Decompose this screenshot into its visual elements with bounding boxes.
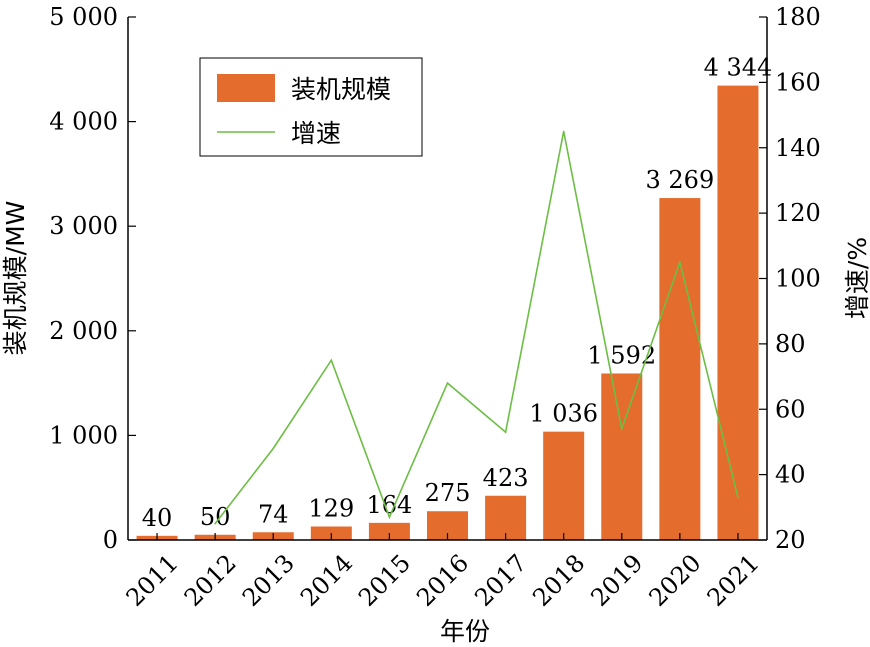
growth-line <box>214 131 739 525</box>
growth-line-layer <box>214 130 739 525</box>
growth-point-2013 <box>272 447 275 450</box>
y-left-tick-label: 1 000 <box>49 421 118 449</box>
y-right-tick-label: 140 <box>775 134 821 162</box>
y-right-tick-label: 100 <box>775 265 821 293</box>
y-left-tick-label: 3 000 <box>49 212 118 240</box>
legend-bar-swatch <box>217 74 275 102</box>
growth-point-2016 <box>446 382 449 384</box>
bar-value-label-2020: 3 269 <box>646 166 715 194</box>
y-right-tick-label: 120 <box>775 199 821 227</box>
x-tick-label-2015: 2015 <box>353 549 416 612</box>
bar-value-label-2013: 74 <box>258 500 289 528</box>
y-right-tick-label: 20 <box>775 526 806 554</box>
bar-2018 <box>543 431 585 540</box>
bar-value-label-2019: 1 592 <box>587 341 656 369</box>
bar-2020 <box>659 198 701 540</box>
x-tick-label-2016: 2016 <box>411 549 474 612</box>
y-right-tick-label: 80 <box>775 330 806 358</box>
x-tick-label-2019: 2019 <box>585 549 648 612</box>
legend-bar-label: 装机规模 <box>291 75 391 104</box>
x-tick-label-2017: 2017 <box>469 549 532 612</box>
growth-point-2021 <box>737 496 739 499</box>
y-axis-right-title: 增速/% <box>843 237 870 319</box>
y-left-tick-label: 0 <box>103 526 118 554</box>
x-tick-label-2013: 2013 <box>237 549 300 612</box>
y-right-tick-label: 160 <box>775 68 821 96</box>
x-axis-title: 年份 <box>440 617 490 646</box>
bar-value-label-2018: 1 036 <box>529 400 598 428</box>
bar-2015 <box>368 522 410 540</box>
bar-value-label-2014: 129 <box>308 495 354 523</box>
growth-point-2019 <box>620 428 623 430</box>
y-right-tick-label: 40 <box>775 461 806 489</box>
growth-point-2014 <box>330 359 333 362</box>
bar-2019 <box>601 373 643 540</box>
x-tick-label-2011: 2011 <box>121 549 184 612</box>
growth-point-2017 <box>504 431 507 433</box>
growth-point-2020 <box>679 261 681 263</box>
y-right-tick-label: 180 <box>775 3 821 31</box>
x-tick-label-2018: 2018 <box>527 549 590 612</box>
growth-point-2012 <box>214 522 216 525</box>
growth-point-2018 <box>562 130 565 133</box>
x-tick-label-2020: 2020 <box>644 549 707 612</box>
y-axis-left-title: 装机规模/MW <box>1 201 30 356</box>
growth-point-2015 <box>388 516 391 518</box>
y-left-tick-label: 2 000 <box>49 317 118 345</box>
bar-value-label-2015: 164 <box>367 491 413 519</box>
y-left-tick-label: 5 000 <box>49 3 118 31</box>
legend: 装机规模 增速 <box>199 57 423 157</box>
bar-labels-layer: 40 50 74 129 164 275 423 1 036 1 592 3 269 4 344 <box>142 54 773 532</box>
bar-value-label-2016: 275 <box>425 479 471 507</box>
legend-line-label: 增速 <box>291 119 341 148</box>
x-tick-label-2012: 2012 <box>179 549 242 612</box>
bar-2021 <box>717 85 759 540</box>
x-tick-label-2014: 2014 <box>295 549 358 612</box>
bar-2017 <box>485 495 527 540</box>
bar-value-label-2017: 423 <box>483 464 529 492</box>
bar-value-label-2011: 40 <box>142 504 173 532</box>
x-tick-label-2021: 2021 <box>702 549 765 612</box>
bar-value-label-2012: 50 <box>200 503 231 531</box>
y-left-tick-label: 4 000 <box>49 108 118 136</box>
y-right-tick-label: 60 <box>775 395 806 423</box>
bar-value-label-2021: 4 344 <box>704 54 773 82</box>
bars-layer <box>136 85 759 540</box>
